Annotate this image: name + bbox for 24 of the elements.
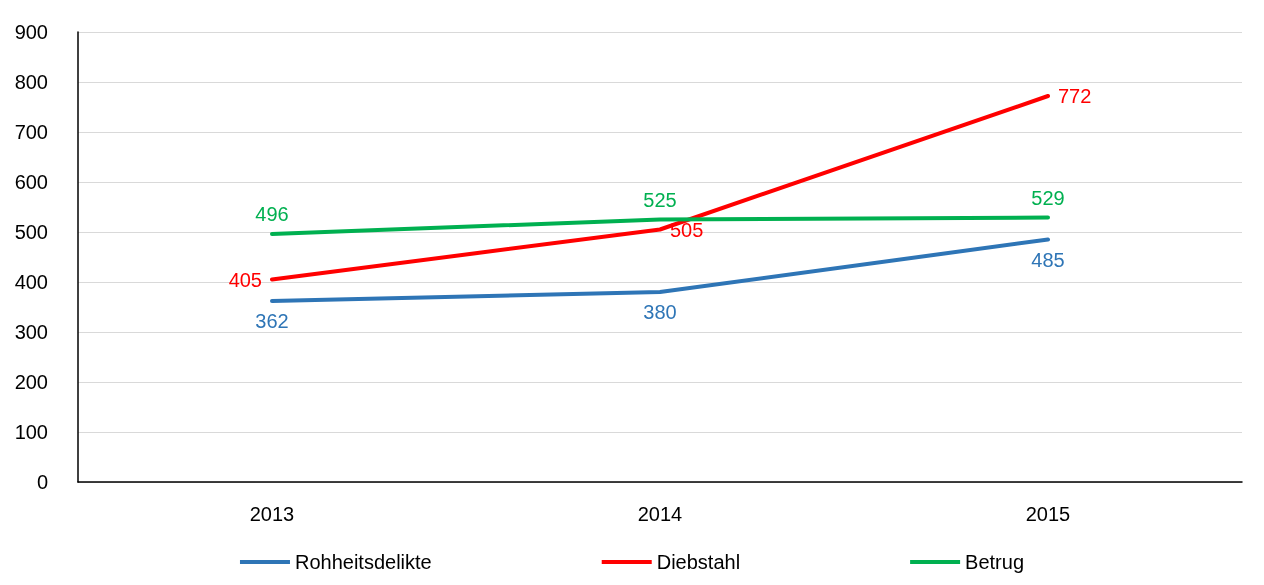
y-tick-label: 100 — [14, 421, 48, 443]
y-tick-label: 400 — [14, 271, 48, 293]
y-tick-label: 900 — [14, 21, 48, 43]
legend-label: Diebstahl — [656, 551, 741, 573]
data-label: 529 — [1031, 186, 1065, 209]
y-tick-label: 500 — [14, 221, 48, 243]
x-tick-label: 2015 — [1025, 503, 1071, 525]
data-label: 380 — [643, 301, 677, 323]
data-label: 405 — [228, 268, 262, 291]
legend-label: Rohheitsdelikte — [294, 551, 432, 573]
data-label: 362 — [255, 310, 289, 332]
y-tick-label: 200 — [14, 371, 48, 393]
legend-label: Betrug — [965, 551, 1025, 573]
y-tick-label: 0 — [36, 471, 48, 493]
x-tick-label: 2014 — [637, 503, 683, 525]
x-tick-label: 2013 — [249, 503, 295, 525]
data-label: 496 — [255, 203, 289, 225]
y-tick-label: 700 — [14, 121, 48, 143]
data-label: 525 — [643, 188, 677, 211]
y-tick-label: 600 — [14, 171, 48, 193]
data-label: 772 — [1058, 85, 1092, 107]
y-tick-label: 800 — [14, 71, 48, 93]
data-label: 485 — [1031, 248, 1065, 271]
y-tick-label: 300 — [14, 321, 48, 343]
